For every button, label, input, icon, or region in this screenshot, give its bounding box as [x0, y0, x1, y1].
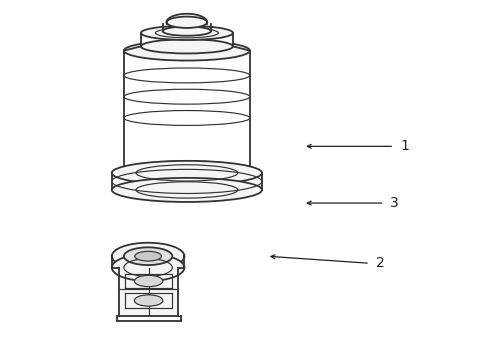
Ellipse shape — [163, 27, 211, 36]
Ellipse shape — [135, 251, 161, 261]
Bar — [141, 33, 233, 51]
Bar — [119, 267, 178, 316]
Ellipse shape — [112, 243, 184, 270]
Ellipse shape — [124, 41, 250, 60]
Ellipse shape — [134, 295, 163, 306]
Ellipse shape — [124, 161, 250, 181]
Text: 2: 2 — [376, 256, 385, 270]
Ellipse shape — [124, 247, 172, 265]
Bar — [112, 161, 262, 190]
Text: 3: 3 — [391, 196, 399, 210]
Ellipse shape — [112, 161, 262, 185]
Ellipse shape — [134, 275, 163, 287]
Ellipse shape — [141, 26, 233, 40]
Ellipse shape — [112, 178, 262, 202]
Text: 1: 1 — [400, 139, 409, 153]
Ellipse shape — [167, 17, 207, 28]
Ellipse shape — [112, 254, 184, 281]
Bar — [124, 51, 250, 171]
Ellipse shape — [141, 39, 233, 54]
